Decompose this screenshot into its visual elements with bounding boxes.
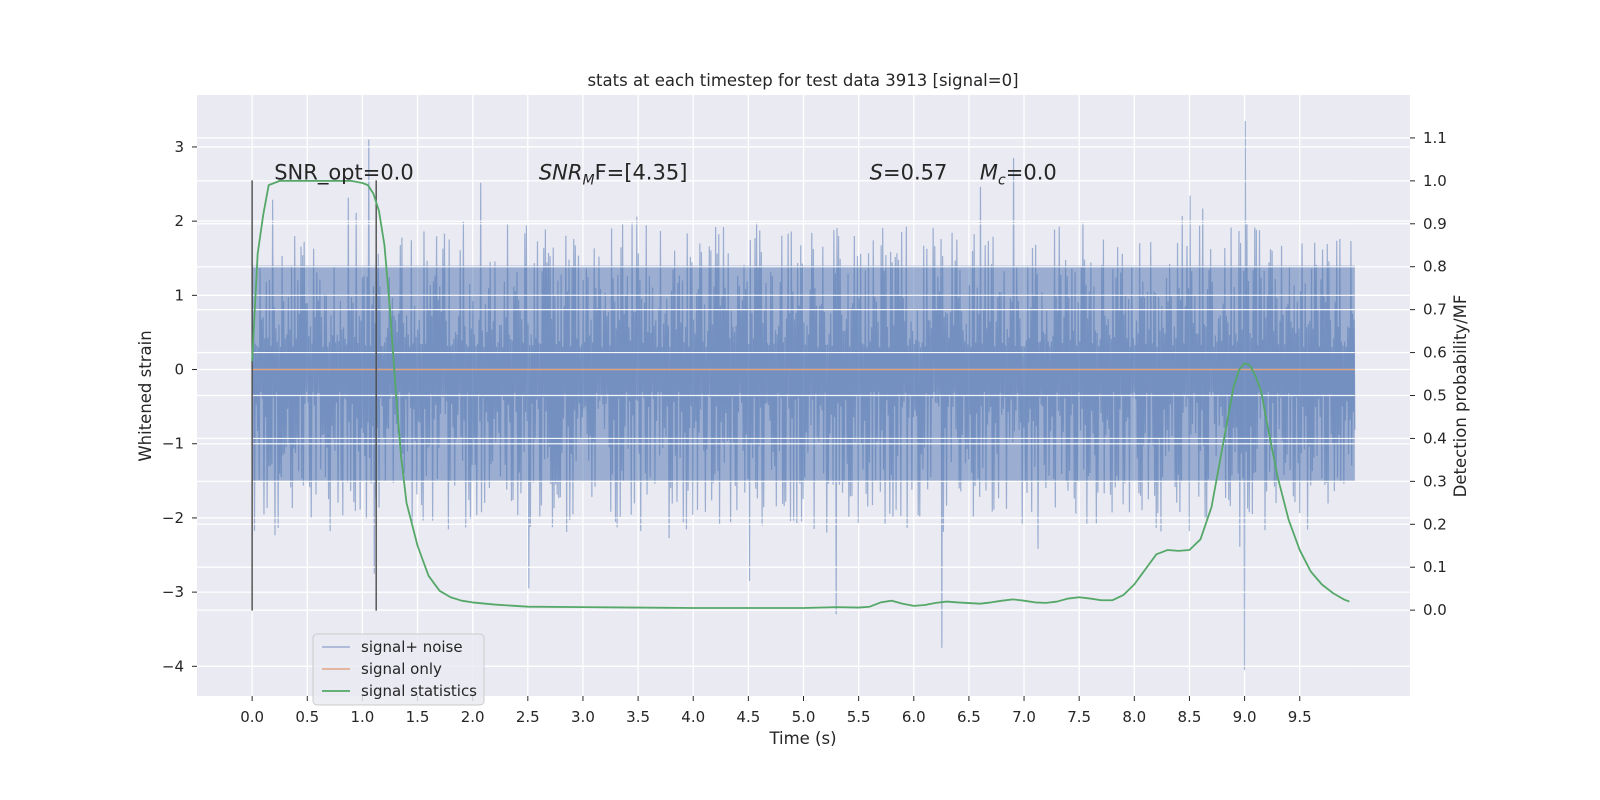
annotation-subscript: c xyxy=(998,172,1006,188)
x-tick-label: 9.0 xyxy=(1233,708,1257,726)
axis-ticks: 0.0 0.5 1.0 1.5 2.0 2.5 3.0 3.5 4.0 4.5 5.0 5.5 6.0 6… xyxy=(162,129,1447,726)
y-tick-label: 0 xyxy=(174,361,184,379)
x-tick-label: 4.5 xyxy=(736,708,760,726)
legend-label-signal: signal only xyxy=(361,660,442,678)
y-right-tick-label: 0.4 xyxy=(1423,429,1447,447)
annotation-text: SNRMF=[4.35] xyxy=(539,160,688,188)
y-tick-label: 2 xyxy=(174,212,184,230)
x-tick-label: 7.0 xyxy=(1012,708,1036,726)
chart-title: stats at each timestep for test data 391… xyxy=(587,71,1018,90)
y-axis-label: Whitened strain xyxy=(136,330,155,461)
y-right-tick-label: 0.7 xyxy=(1423,301,1447,319)
x-tick-label: 8.5 xyxy=(1178,708,1202,726)
annotation-symbol: SNR xyxy=(539,160,583,184)
annotation-value: F=[4.35] xyxy=(595,160,688,184)
x-tick-label: 3.5 xyxy=(626,708,650,726)
x-tick-label: 6.5 xyxy=(957,708,981,726)
y-right-tick-label: 0.6 xyxy=(1423,344,1447,362)
x-tick-label: 5.0 xyxy=(792,708,816,726)
x-tick-label: 7.5 xyxy=(1067,708,1091,726)
legend: signal+ noise signal only signal statist… xyxy=(312,633,485,706)
vertical-markers xyxy=(251,180,377,611)
y-axis-label-right: Detection probability/MF xyxy=(1451,295,1470,498)
x-tick-label: 9.5 xyxy=(1288,708,1312,726)
x-tick-label: 8.0 xyxy=(1122,708,1146,726)
y-right-tick-label: 0.9 xyxy=(1423,215,1447,233)
annotation-value: =0.57 xyxy=(883,160,947,184)
x-tick-label: 1.0 xyxy=(350,708,374,726)
signal-statistics-path xyxy=(251,179,1350,609)
y-right-tick-label: 0.8 xyxy=(1423,258,1447,276)
x-tick-label: 0.5 xyxy=(295,708,319,726)
annotation-subscript: M xyxy=(582,172,594,188)
annotation-text: Mc=0.0 xyxy=(980,160,1057,188)
signal-statistics-line xyxy=(251,179,1350,609)
y-right-tick-label: 0.2 xyxy=(1423,515,1447,533)
legend-label-noise: signal+ noise xyxy=(361,638,463,656)
annotation-symbol: S xyxy=(870,160,883,184)
legend-box xyxy=(312,633,485,706)
annotation-text: SNR_opt=0.0 xyxy=(274,160,414,185)
x-tick-label: 4.0 xyxy=(681,708,705,726)
legend-label-stats: signal statistics xyxy=(361,682,477,700)
x-tick-label: 1.5 xyxy=(406,708,430,726)
x-tick-label: 6.0 xyxy=(902,708,926,726)
x-tick-label: 3.0 xyxy=(571,708,595,726)
y-tick-label: 1 xyxy=(174,286,184,304)
y-tick-label: −4 xyxy=(162,657,184,675)
annotation-text: S=0.57 xyxy=(870,160,948,184)
y-tick-label: −1 xyxy=(162,435,184,453)
y-right-tick-label: 1.1 xyxy=(1423,129,1447,147)
y-right-tick-label: 0.0 xyxy=(1423,601,1447,619)
x-tick-label: 5.5 xyxy=(847,708,871,726)
annotation-symbol: M xyxy=(980,160,998,184)
annotations: SNR_opt=0.0 SNRMF=[4.35] S=0.57 Mc=0.0 xyxy=(274,160,1057,188)
y-right-tick-label: 0.5 xyxy=(1423,387,1447,405)
y-tick-label: −3 xyxy=(162,583,184,601)
annotation-value: =0.0 xyxy=(1006,160,1057,184)
x-axis-label: Time (s) xyxy=(768,729,836,748)
noise-path xyxy=(251,120,1356,671)
signal-noise-trace xyxy=(251,120,1356,671)
y-right-tick-label: 1.0 xyxy=(1423,172,1447,190)
y-right-tick-label: 0.1 xyxy=(1423,558,1447,576)
x-tick-label: 0.0 xyxy=(240,708,264,726)
x-tick-label: 2.5 xyxy=(516,708,540,726)
y-tick-label: 3 xyxy=(174,138,184,156)
x-tick-label: 2.0 xyxy=(461,708,485,726)
y-right-tick-label: 0.3 xyxy=(1423,472,1447,490)
y-tick-label: −2 xyxy=(162,509,184,527)
